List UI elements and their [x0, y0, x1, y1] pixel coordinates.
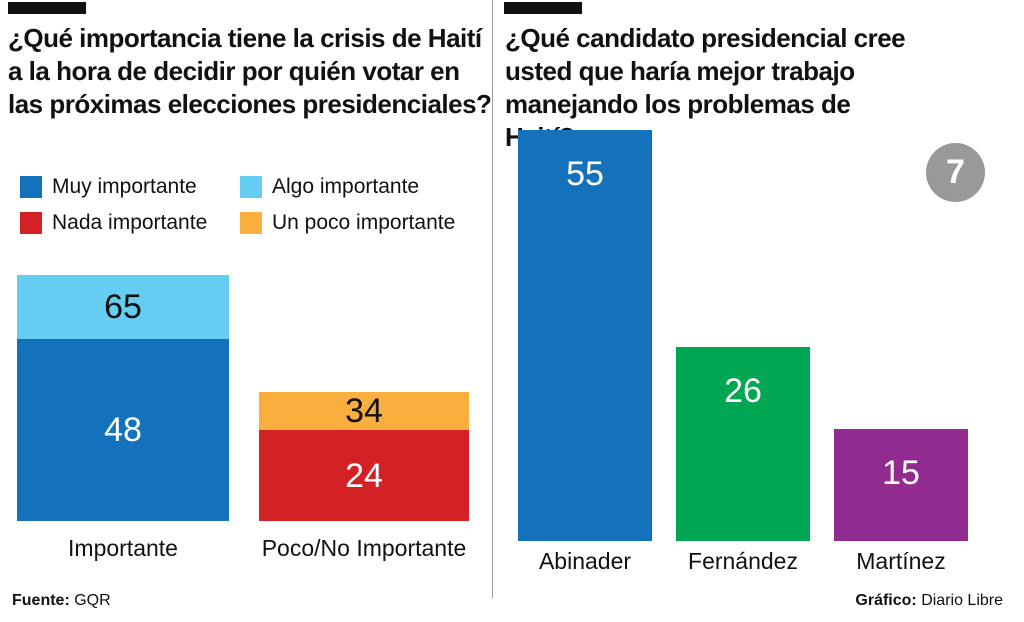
- bar-martínez: 15: [834, 428, 968, 541]
- category-label: Poco/No Importante: [261, 535, 467, 561]
- legend-swatch: [20, 212, 42, 234]
- legend-swatch: [20, 176, 42, 198]
- source-value: GQR: [74, 592, 111, 609]
- data-label: 48: [104, 411, 142, 450]
- divider: [492, 0, 493, 598]
- right-chart-title: ¿Qué candidato presidencial cree usted q…: [505, 23, 906, 152]
- bar-segment-algo-importante: 65: [17, 275, 229, 340]
- credit-note: Gráfico: Diario Libre: [855, 592, 1003, 610]
- legend-swatch: [240, 212, 262, 234]
- data-label: 15: [882, 453, 920, 492]
- right-header-bar: [504, 2, 582, 14]
- category-label: Martínez: [856, 548, 946, 574]
- bar-fernández: 26: [676, 346, 810, 541]
- legend-label: Muy importante: [52, 175, 197, 198]
- bar-segment-nada-importante: 24: [259, 430, 469, 521]
- bar-segment-muy-importante: 48: [17, 339, 229, 521]
- left-header-bar: [8, 2, 86, 14]
- left-chart-title: ¿Qué importancia tiene la crisis de Hait…: [8, 23, 492, 119]
- bar-segment-un-poco-importante: 34: [259, 392, 469, 431]
- data-label: 55: [566, 155, 604, 193]
- source-label: Fuente:: [12, 592, 70, 609]
- data-label: 24: [345, 456, 383, 495]
- category-label: Fernández: [688, 548, 798, 574]
- credit-label: Gráfico:: [855, 592, 917, 609]
- legend-label: Algo importante: [272, 175, 420, 198]
- bar-abinader: 55: [518, 130, 652, 541]
- data-label: 26: [724, 371, 762, 410]
- category-label: Importante: [68, 535, 178, 561]
- data-label: 34: [345, 392, 383, 431]
- source-note: Fuente: GQR: [12, 592, 111, 610]
- category-label: Abinader: [538, 548, 632, 574]
- page-number-badge: 7: [926, 143, 985, 202]
- data-label: 65: [104, 288, 142, 327]
- legend-label: Nada importante: [52, 211, 208, 234]
- credit-value: Diario Libre: [921, 592, 1003, 609]
- legend-label: Un poco importante: [272, 211, 456, 234]
- legend-swatch: [240, 176, 262, 198]
